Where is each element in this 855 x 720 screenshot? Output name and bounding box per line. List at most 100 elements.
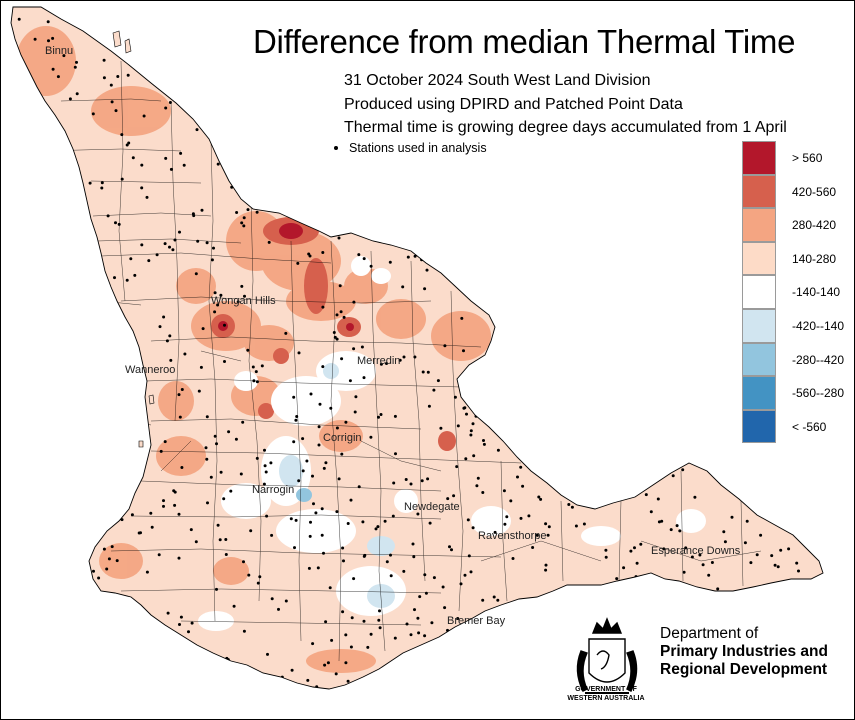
station-marker: [201, 327, 205, 331]
legend-swatch: [742, 208, 776, 242]
station-marker: [209, 475, 213, 479]
station-marker: [362, 376, 366, 380]
map-title: Difference from median Thermal Time: [253, 23, 796, 60]
station-marker: [374, 527, 378, 531]
station-marker: [493, 530, 497, 534]
station-marker: [537, 495, 541, 499]
station-marker: [432, 388, 436, 392]
station-marker: [115, 559, 119, 563]
station-marker: [254, 370, 258, 374]
station-marker: [163, 242, 167, 246]
station-marker: [405, 622, 409, 626]
legend-swatch: [742, 174, 776, 209]
station-marker: [62, 54, 66, 58]
legend-label: > 560: [792, 151, 823, 165]
station-marker: [180, 388, 184, 391]
station-marker: [701, 563, 705, 567]
station-marker: [158, 325, 162, 329]
station-marker: [242, 216, 246, 220]
station-marker: [88, 181, 92, 185]
station-marker: [469, 570, 473, 574]
government-label: GOVERNMENT OF: [575, 686, 637, 693]
station-marker: [194, 540, 198, 544]
station-marker: [349, 498, 353, 502]
station-marker: [698, 553, 702, 557]
department-name-line2: Primary Industries and: [660, 643, 828, 660]
station-marker: [773, 563, 777, 567]
station-marker: [413, 254, 417, 258]
station-marker: [102, 76, 106, 80]
station-marker: [308, 534, 312, 538]
legend-swatch: [742, 241, 776, 276]
station-marker: [546, 533, 550, 537]
station-marker: [787, 547, 791, 551]
station-marker: [423, 634, 427, 638]
wa-coat-of-arms-logo: [576, 617, 638, 694]
station-marker: [295, 415, 299, 418]
station-marker: [426, 370, 430, 374]
station-marker: [335, 313, 339, 317]
station-marker: [657, 520, 661, 524]
station-marker: [341, 546, 345, 550]
station-marker: [301, 437, 305, 441]
station-marker: [307, 566, 311, 570]
station-marker: [290, 668, 294, 672]
legend-label: 420-560: [792, 184, 837, 199]
station-marker: [574, 524, 578, 528]
station-marker: [297, 479, 301, 483]
station-marker: [344, 633, 348, 637]
station-marker: [770, 554, 774, 558]
station-marker: [183, 352, 187, 356]
station-marker: [168, 245, 171, 249]
legend-label: 280-420: [792, 218, 837, 233]
station-marker: [322, 466, 326, 470]
station-marker: [341, 610, 345, 614]
station-marker: [544, 522, 548, 526]
place-label: Esperance Downs: [651, 545, 741, 557]
station-marker: [197, 389, 201, 393]
station-marker: [362, 619, 366, 623]
station-marker: [173, 238, 177, 242]
station-marker: [505, 515, 509, 519]
station-marker: [269, 461, 273, 465]
station-marker: [428, 521, 432, 525]
station-marker: [162, 499, 165, 503]
station-marker: [394, 452, 397, 456]
station-marker: [366, 645, 370, 649]
station-marker: [379, 362, 383, 366]
station-marker: [335, 426, 339, 430]
station-marker: [117, 222, 121, 226]
legend-swatch: [742, 376, 776, 410]
station-marker: [418, 595, 422, 599]
station-marker: [471, 422, 475, 426]
station-marker: [467, 554, 471, 558]
station-marker: [353, 410, 357, 414]
station-marker: [344, 420, 348, 424]
station-marker: [743, 541, 747, 545]
station-marker: [339, 310, 343, 314]
station-marker: [471, 526, 475, 530]
station-marker: [312, 502, 315, 506]
station-marker: [684, 546, 688, 550]
station-marker: [716, 587, 720, 591]
legend-swatch: [742, 308, 776, 343]
station-marker: [140, 163, 144, 167]
station-marker: [472, 454, 476, 458]
station-marker: [332, 331, 336, 334]
station-marker: [129, 257, 133, 261]
station-marker: [223, 360, 226, 363]
station-marker: [256, 581, 260, 585]
station-marker: [297, 351, 301, 355]
station-marker: [544, 568, 548, 572]
station-marker: [660, 519, 664, 523]
station-marker: [455, 465, 459, 469]
station-marker: [171, 248, 175, 252]
station-marker: [212, 246, 215, 250]
station-marker: [604, 555, 608, 559]
station-marker: [722, 530, 726, 534]
station-marker: [795, 561, 799, 565]
stations-legend-label: Stations used in analysis: [349, 141, 487, 155]
station-marker: [460, 316, 464, 320]
station-marker: [159, 449, 163, 453]
